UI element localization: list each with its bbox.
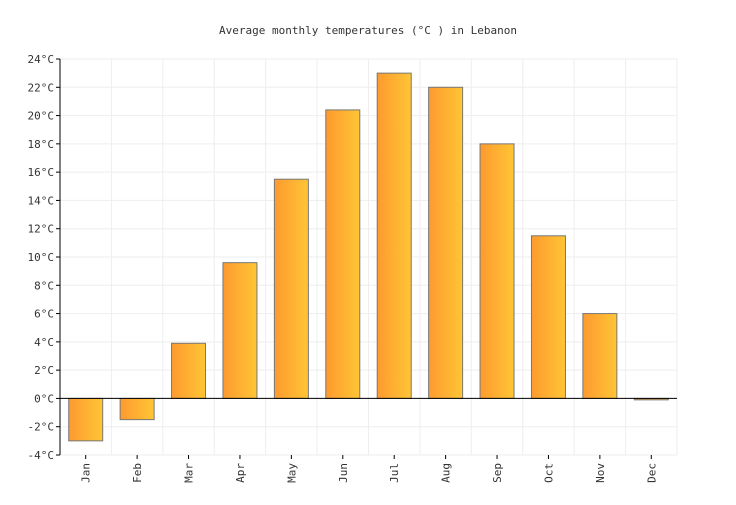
x-tick-label: Jun (337, 463, 350, 483)
bar-jun (325, 109, 361, 399)
x-tick-label: Nov (594, 463, 607, 483)
y-tick-label: -2°C (28, 421, 55, 434)
y-tick-label: 22°C (28, 81, 55, 94)
x-tick-label: Sep (491, 463, 504, 483)
bar-sep (479, 143, 515, 399)
y-tick-label: 20°C (28, 110, 55, 123)
bar-mar (171, 342, 207, 399)
bar-nov (582, 313, 618, 399)
y-tick-label: 8°C (34, 279, 54, 292)
bar-jul (376, 72, 412, 399)
x-tick-label: May (285, 463, 298, 483)
axis-labels: -4°C -2°C 0°C 2°C 4°C 6°C 8°C 10°C 12°C 14°C 16°C 1… (28, 53, 659, 483)
bar-aug (428, 86, 464, 399)
y-tick-label: 4°C (34, 336, 54, 349)
bar-oct (530, 235, 566, 399)
x-tick-label: Feb (131, 463, 144, 483)
bar-apr (222, 262, 258, 399)
x-tick-label: Apr (234, 463, 247, 483)
x-tick-label: Mar (183, 463, 196, 483)
y-tick-label: 2°C (34, 364, 54, 377)
y-tick-label: 14°C (28, 194, 55, 207)
y-tick-label: 18°C (28, 138, 55, 151)
bar-jan (68, 397, 104, 442)
grid-lines (59, 58, 678, 456)
x-tick-label: Jul (388, 463, 401, 483)
x-tick-label: Aug (440, 463, 453, 483)
y-tick-label: -4°C (28, 449, 55, 462)
bar-may (273, 178, 309, 399)
y-tick-label: 24°C (28, 53, 55, 66)
y-tick-label: 6°C (34, 308, 54, 321)
chart-title: Average monthly temperatures (°C ) in Le… (219, 24, 517, 37)
y-tick-label: 16°C (28, 166, 55, 179)
bar-feb (119, 397, 155, 421)
x-tick-label: Jan (80, 463, 93, 483)
x-tick-label: Dec (645, 463, 658, 483)
bars (68, 72, 669, 442)
y-tick-label: 0°C (34, 392, 54, 405)
y-tick-label: 12°C (28, 223, 55, 236)
axes (56, 58, 677, 459)
y-tick-label: 10°C (28, 251, 55, 264)
x-tick-label: Oct (542, 463, 555, 483)
